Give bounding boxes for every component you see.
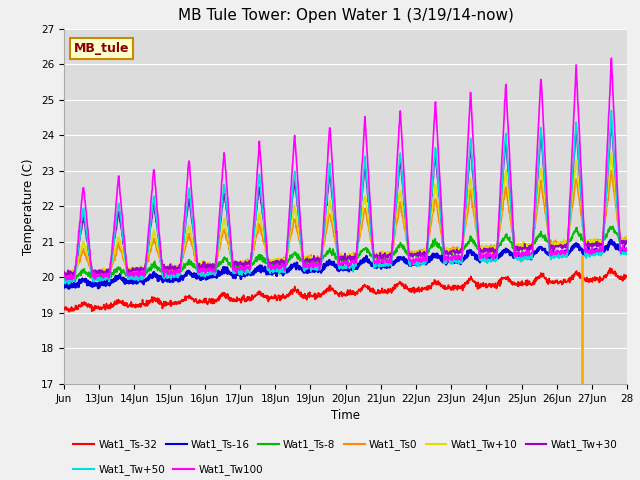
Title: MB Tule Tower: Open Water 1 (3/19/14-now): MB Tule Tower: Open Water 1 (3/19/14-now… [178, 9, 513, 24]
Text: MB_tule: MB_tule [74, 42, 130, 55]
X-axis label: Time: Time [331, 409, 360, 422]
Legend: Wat1_Tw+50, Wat1_Tw100: Wat1_Tw+50, Wat1_Tw100 [69, 460, 268, 480]
Y-axis label: Temperature (C): Temperature (C) [22, 158, 35, 255]
